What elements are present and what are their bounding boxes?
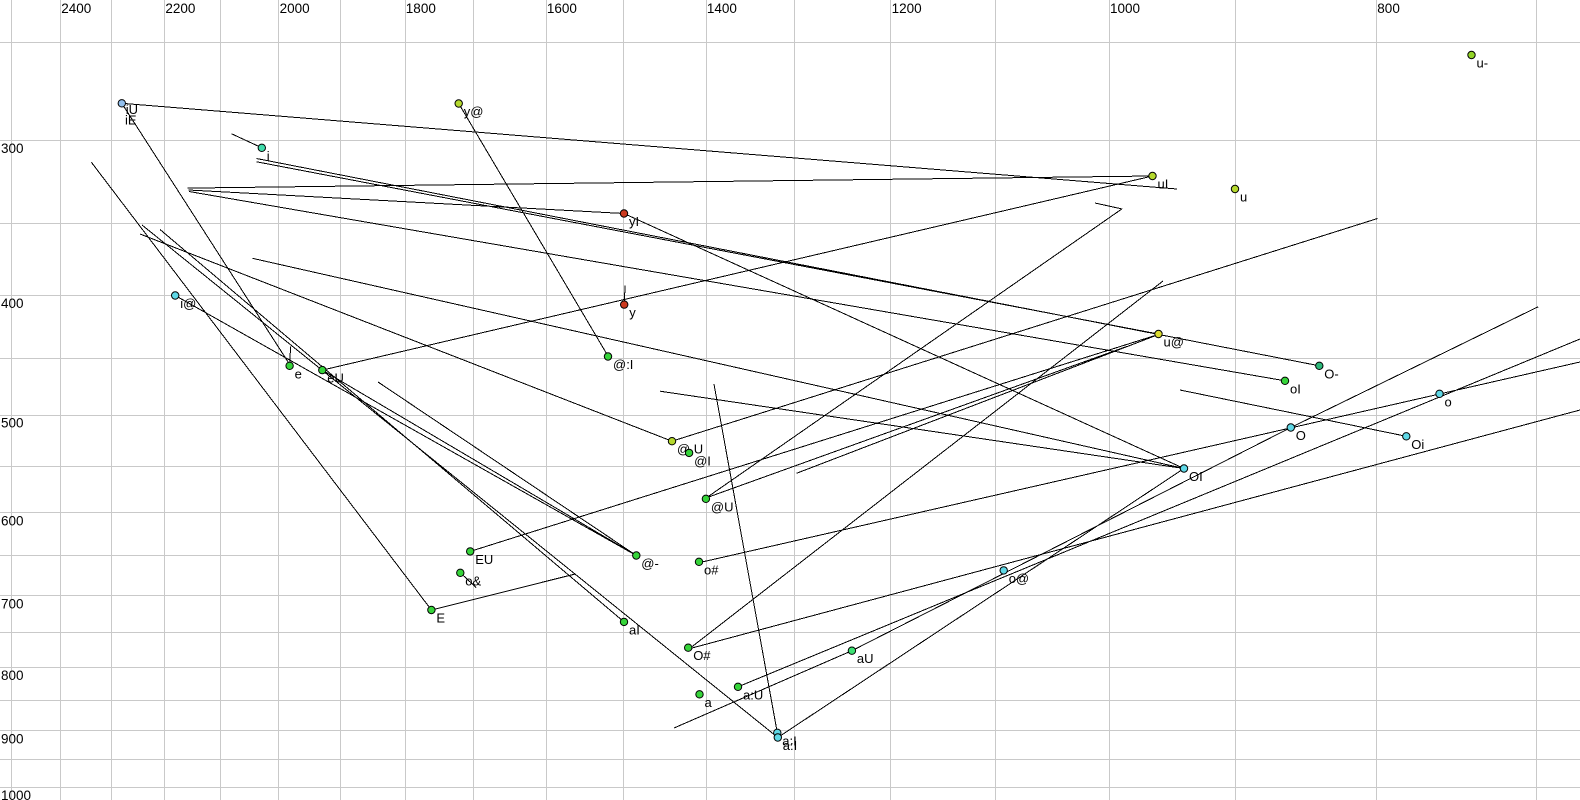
svg-text:uI: uI bbox=[1158, 177, 1169, 192]
svg-text:y: y bbox=[629, 305, 636, 320]
svg-text:iU: iU bbox=[126, 102, 138, 117]
svg-text:o@: o@ bbox=[1009, 571, 1029, 586]
svg-text:E: E bbox=[436, 611, 445, 626]
svg-text:2200: 2200 bbox=[165, 1, 195, 16]
svg-text:i: i bbox=[267, 148, 270, 163]
svg-text:2400: 2400 bbox=[61, 1, 91, 16]
svg-text:1800: 1800 bbox=[406, 1, 436, 16]
svg-text:oI: oI bbox=[1290, 381, 1301, 396]
svg-text:o#: o# bbox=[704, 562, 719, 577]
svg-text:a: a bbox=[705, 695, 713, 710]
svg-text:e: e bbox=[295, 366, 302, 381]
svg-text:300: 300 bbox=[1, 141, 24, 156]
svg-text:500: 500 bbox=[1, 416, 24, 431]
svg-text:1000: 1000 bbox=[1110, 1, 1140, 16]
svg-text:800: 800 bbox=[1, 668, 24, 683]
svg-text:a:I: a:I bbox=[782, 733, 796, 748]
svg-text:u: u bbox=[1240, 190, 1247, 205]
svg-text:u@: u@ bbox=[1164, 335, 1184, 350]
svg-text:Oi: Oi bbox=[1411, 437, 1424, 452]
svg-text:aI: aI bbox=[629, 622, 640, 637]
svg-text:1400: 1400 bbox=[707, 1, 737, 16]
svg-text:i@: i@ bbox=[180, 296, 196, 311]
svg-text:@:I: @:I bbox=[613, 357, 633, 372]
svg-text:400: 400 bbox=[1, 296, 24, 311]
svg-text:u-: u- bbox=[1477, 56, 1489, 71]
svg-text:aU: aU bbox=[857, 651, 874, 666]
svg-text:1000: 1000 bbox=[1, 788, 31, 800]
svg-text:600: 600 bbox=[1, 514, 24, 529]
svg-text:O: O bbox=[1296, 428, 1306, 443]
svg-text:800: 800 bbox=[1377, 1, 1400, 16]
svg-text:900: 900 bbox=[1, 732, 24, 747]
svg-text:2000: 2000 bbox=[280, 1, 310, 16]
svg-text:1600: 1600 bbox=[547, 1, 577, 16]
svg-text:o: o bbox=[1445, 394, 1452, 409]
svg-text:700: 700 bbox=[1, 597, 24, 612]
svg-text:a:I: a:I bbox=[783, 738, 797, 753]
svg-text:@U: @U bbox=[711, 499, 734, 514]
svg-text:O-: O- bbox=[1324, 366, 1338, 381]
svg-text:eU: eU bbox=[327, 371, 344, 386]
svg-text:@-: @- bbox=[641, 556, 659, 571]
svg-text:y@: y@ bbox=[464, 104, 484, 119]
svg-text:EU: EU bbox=[475, 552, 493, 567]
svg-text:1200: 1200 bbox=[892, 1, 922, 16]
svg-text:O#: O# bbox=[693, 648, 711, 663]
svg-text:o&: o& bbox=[465, 573, 481, 588]
svg-text:OI: OI bbox=[1189, 469, 1203, 484]
svg-text:@I: @I bbox=[694, 453, 711, 468]
svg-text:a:U: a:U bbox=[743, 687, 763, 702]
svg-text:iE: iE bbox=[125, 113, 137, 128]
svg-text:yI: yI bbox=[629, 214, 639, 229]
